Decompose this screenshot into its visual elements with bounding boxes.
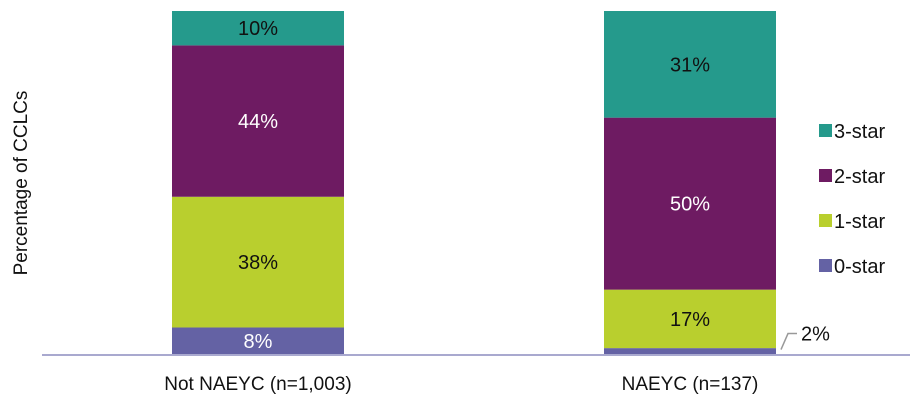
x-tick-label-1: Not NAEYC (n=1,003) xyxy=(164,374,351,395)
leader-line-0-star-2 xyxy=(780,332,797,350)
x-axis-labels: Not NAEYC (n=1,003) NAEYC (n=137) xyxy=(164,374,758,395)
y-axis-label: Percentage of CCLCs xyxy=(11,91,32,276)
data-label-0-star-2: 2% xyxy=(801,324,830,346)
legend-swatch-2-star xyxy=(819,169,832,182)
legend: 3-star 2-star 1-star 0-star xyxy=(819,121,885,278)
legend-label-0-star: 0-star xyxy=(834,256,885,278)
bar-segment-1-star-2 xyxy=(604,289,776,349)
legend-swatch-1-star xyxy=(819,214,832,227)
bar-segment-1-star-1 xyxy=(172,196,344,328)
data-label-2-star-2: 50% xyxy=(670,194,710,216)
bar-segment-2-star-1 xyxy=(172,45,344,197)
data-label-1-star-1: 38% xyxy=(238,252,278,274)
data-label-3-star-1: 10% xyxy=(238,18,278,40)
legend-label-1-star: 1-star xyxy=(834,211,885,233)
bar-segment-0-star-2 xyxy=(604,348,776,355)
bar-segment-0-star-1 xyxy=(172,327,344,355)
data-label-1-star-2: 17% xyxy=(670,309,710,331)
legend-label-3-star: 3-star xyxy=(834,121,885,143)
bars-group: 8% 38% 44% 10% 2% 17% 50% 31% xyxy=(172,11,830,355)
legend-label-2-star: 2-star xyxy=(834,166,885,188)
bar-segment-3-star-2 xyxy=(604,11,776,118)
x-tick-label-2: NAEYC (n=137) xyxy=(622,374,759,395)
data-label-2-star-1: 44% xyxy=(238,111,278,133)
bar-segment-2-star-2 xyxy=(604,117,776,290)
data-label-0-star-1: 8% xyxy=(244,331,273,353)
legend-swatch-0-star xyxy=(819,259,832,272)
legend-swatch-3-star xyxy=(819,124,832,137)
bar-segment-3-star-1 xyxy=(172,11,344,46)
data-label-3-star-2: 31% xyxy=(670,54,710,76)
